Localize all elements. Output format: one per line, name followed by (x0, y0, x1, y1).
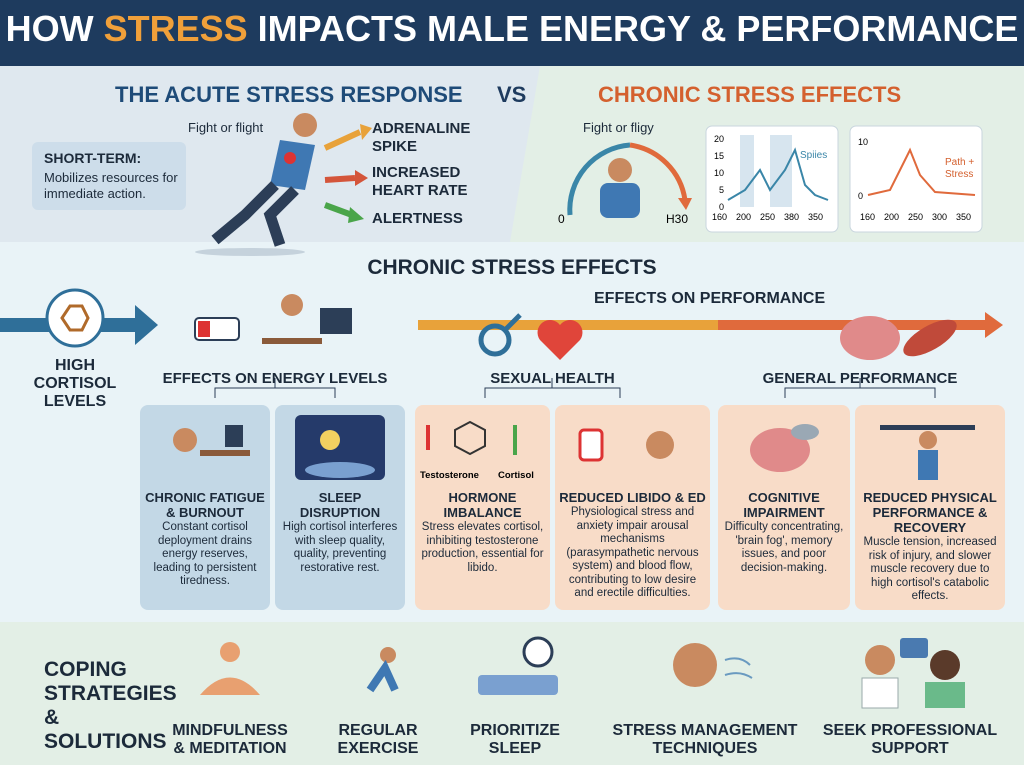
coping-item: PRIORITIZE SLEEP (470, 722, 560, 757)
chart1-label: Spiies (800, 150, 828, 161)
x-tick-label: 350 (808, 212, 824, 222)
performance-title: EFFECTS ON PERFORMANCE (594, 290, 826, 307)
coping-item: MINDFULNESS & MEDITATION (172, 722, 288, 757)
effect: ALERTNESS (372, 210, 463, 227)
x-tick-label: 160 (712, 212, 728, 222)
group-title: GENERAL PERFORMANCE (762, 370, 958, 387)
gauge-min: 0 (558, 212, 565, 226)
gauge-label: Fight or fligy (583, 120, 654, 135)
card-title: SLEEP DISRUPTION (299, 490, 381, 520)
x-tick-label: 250 (908, 212, 924, 222)
short-term-title: SHORT-TERM: (44, 150, 142, 166)
x-tick-label: 160 (860, 212, 876, 222)
card-title: HORMONE IMBALANCE (443, 490, 522, 520)
hormone-label: Testosterone (420, 470, 479, 481)
figure-label: Fight or flight (188, 120, 264, 135)
title: HOW STRESS IMPACTS MALE ENERGY & PERFORM… (0, 8, 1024, 50)
x-tick-label: 200 (736, 212, 752, 222)
coping-item: STRESS MANAGEMENT TECHNIQUES (612, 722, 798, 757)
card-text: Constant cortisol deployment drains ener… (153, 521, 257, 587)
coping-item: REGULAR EXERCISE (337, 722, 419, 757)
card-text: Physiological stress and anxiety impair … (566, 506, 699, 599)
y-tick-label: 0 (858, 191, 864, 201)
acute-title: THE ACUTE STRESS RESPONSE (115, 82, 463, 107)
card-title: REDUCED PHYSICAL PERFORMANCE & RECOVERY (863, 490, 997, 535)
x-tick-label: 350 (956, 212, 972, 222)
x-tick-label: 300 (932, 212, 948, 222)
title-highlight: STRESS (103, 8, 248, 49)
chronic-title: CHRONIC STRESS EFFECTS (598, 82, 902, 107)
card-title: COGNITIVE IMPAIRMENT (743, 490, 825, 520)
y-tick-label: 5 (718, 185, 724, 195)
vs: VS (497, 82, 527, 107)
cortisol-label: HIGH CORTISOL LEVELS (33, 357, 117, 410)
x-tick-label: 200 (884, 212, 900, 222)
chart2-label: Path + Stress (945, 157, 975, 180)
group-title: SEXUAL HEALTH (490, 370, 615, 387)
hormone-label: Cortisol (498, 470, 534, 481)
x-tick-label: 250 (760, 212, 776, 222)
y-tick-label: 0 (718, 202, 724, 212)
coping-title: COPING STRATEGIES & SOLUTIONS (44, 658, 177, 753)
coping-item: SEEK PROFESSIONAL SUPPORT (822, 722, 998, 757)
y-tick-label: 10 (858, 137, 869, 147)
x-tick-label: 380 (784, 212, 800, 222)
effect: INCREASED HEART RATE (372, 164, 468, 199)
section-title: CHRONIC STRESS EFFECTS (367, 256, 657, 279)
card-text: High cortisol interferes with sleep qual… (282, 521, 398, 574)
title-word: IMPACTS MALE ENERGY & PERFORMANCE (257, 8, 1019, 49)
card-text: Stress elevates cortisol, inhibiting tes… (421, 521, 544, 574)
y-tick-label: 20 (713, 134, 724, 144)
card-title: REDUCED LIBIDO & ED (559, 490, 706, 505)
short-term-text: Mobilizes resources for immediate action… (44, 170, 178, 201)
card-title: CHRONIC FATIGUE & BURNOUT (145, 490, 265, 520)
card-text: Difficulty concentrating, 'brain fog', m… (724, 521, 844, 574)
title-word: HOW (5, 8, 94, 49)
card-text: Muscle tension, increased risk of injury… (863, 536, 997, 602)
y-tick-label: 15 (713, 151, 724, 161)
effect: ADRENALINE SPIKE (372, 120, 471, 155)
group-title: EFFECTS ON ENERGY LEVELS (162, 370, 388, 387)
gauge-max: H30 (666, 212, 689, 226)
y-tick-label: 10 (713, 168, 724, 178)
